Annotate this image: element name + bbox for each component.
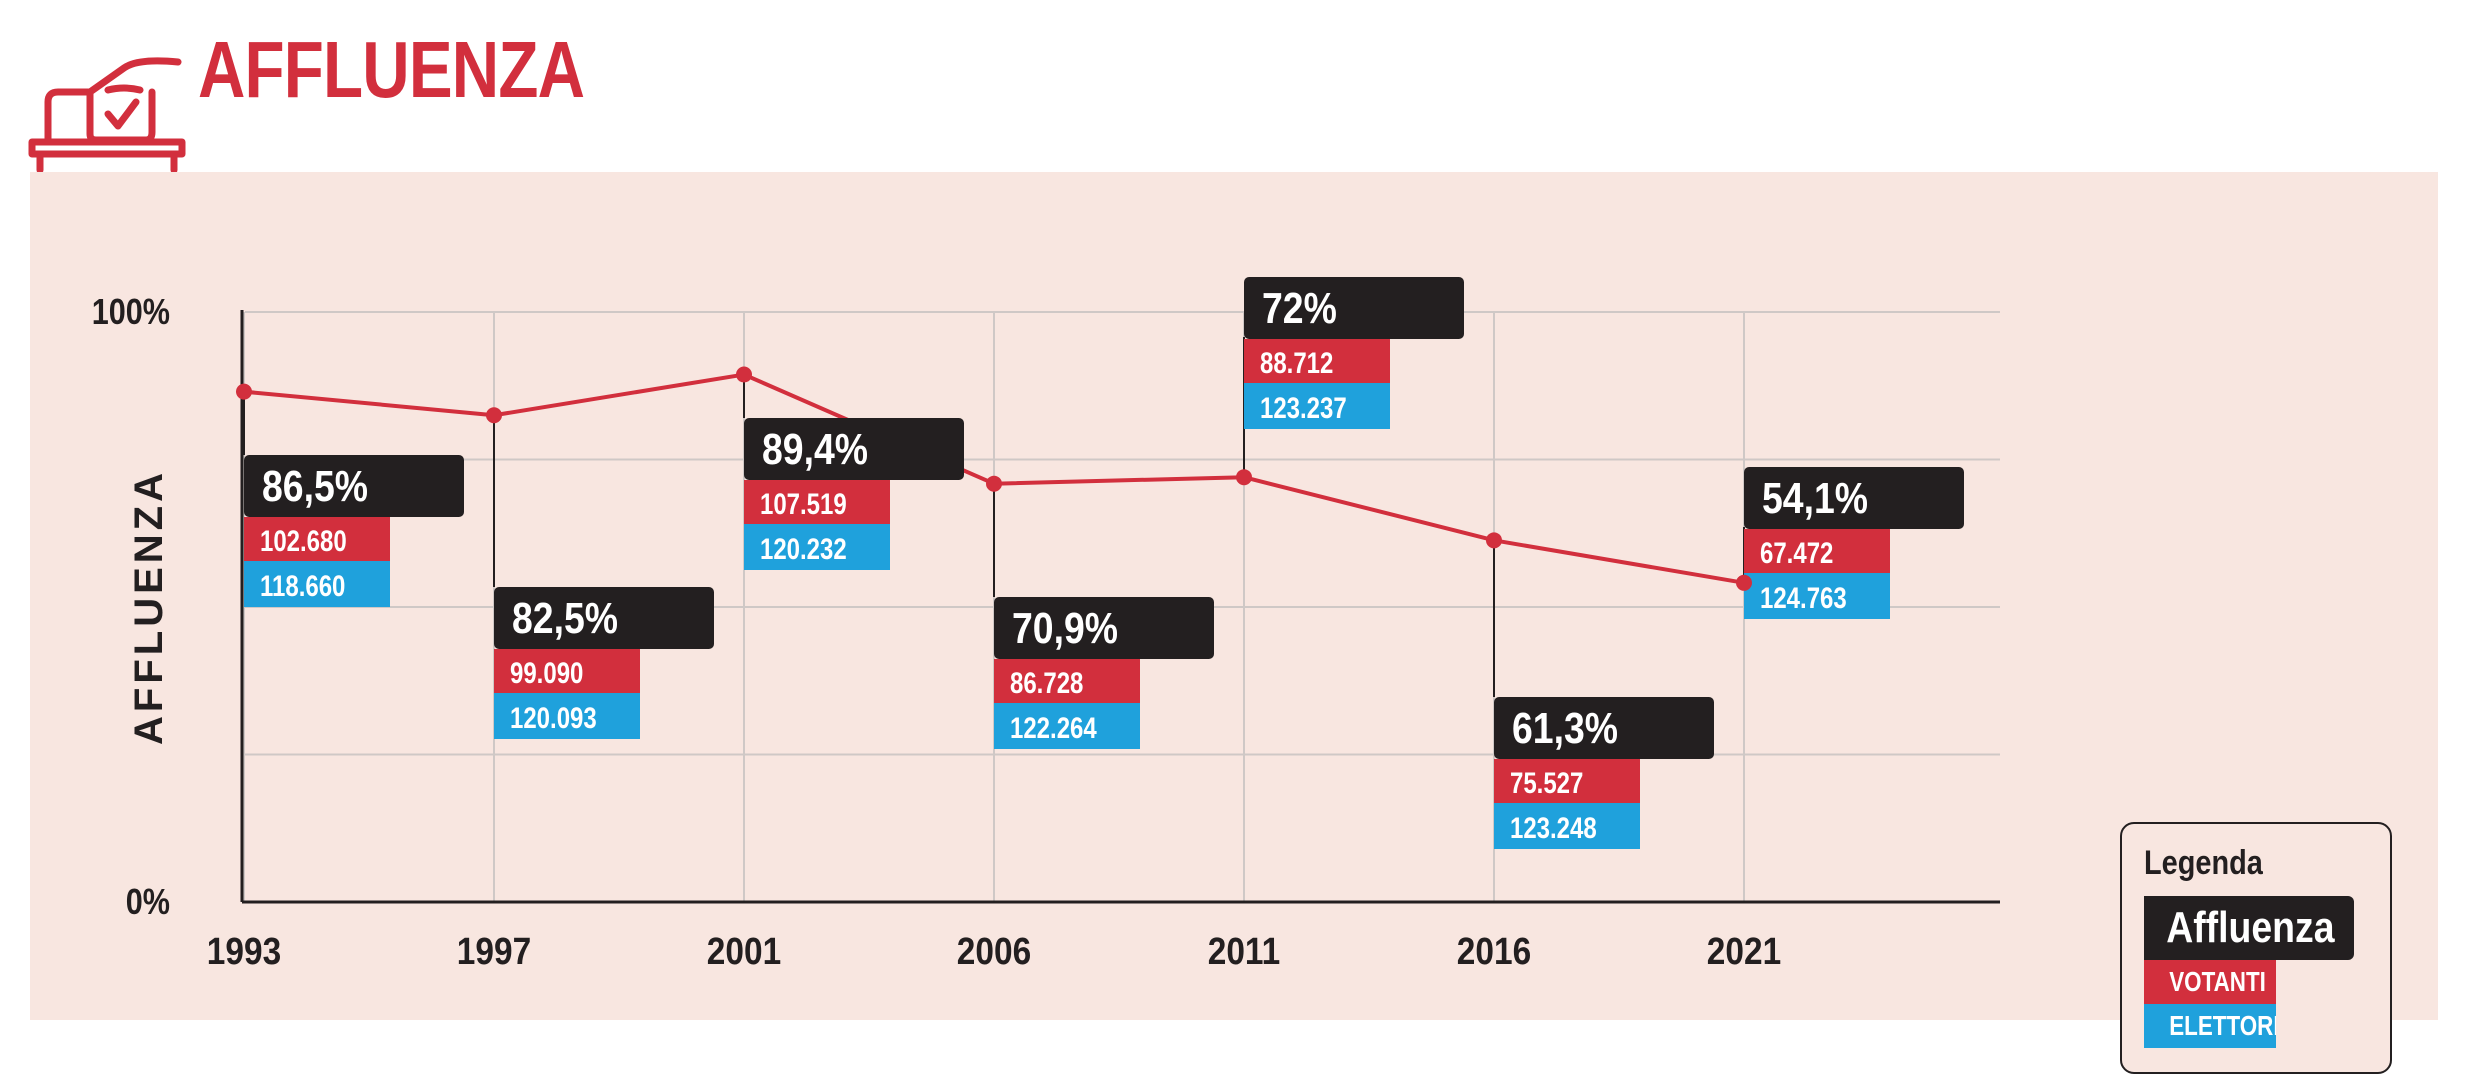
data-label-affluenza: 72%: [1262, 283, 1337, 333]
elettori-label-box: [744, 524, 890, 570]
data-label-affluenza: 89,4%: [762, 424, 868, 474]
chart-panel: 100% 0% AFFLUENZA 1993 1997 2001 2006 2011 2016 2…: [30, 172, 2438, 1074]
elettori-label-box: [244, 561, 390, 607]
x-tick-label: 2021: [1707, 930, 1781, 972]
legend-item-affluenza: Affluenza: [2144, 896, 2354, 960]
affluenza-label-box: [994, 597, 1214, 659]
data-label-elettori: 118.660: [260, 568, 345, 602]
line-chart: 100% 0% AFFLUENZA 1993 1997 2001 2006 2011 2016 2…: [92, 277, 2000, 972]
x-tick-label: 2006: [957, 930, 1031, 972]
data-point: [986, 475, 1002, 492]
x-tick-label: 2001: [707, 930, 781, 972]
data-point: [1486, 532, 1502, 549]
affluenza-label-box: [494, 587, 714, 649]
x-tick-label: 2011: [1208, 930, 1281, 972]
data-label-votanti: 107.519: [760, 486, 847, 520]
data-label-affluenza: 70,9%: [1012, 603, 1118, 653]
x-tick-label: 1993: [207, 930, 281, 972]
votanti-label-box: [244, 517, 390, 561]
elettori-label-box: [1744, 573, 1890, 619]
data-label-affluenza: 82,5%: [512, 593, 618, 643]
data-label-votanti: 86.728: [1010, 665, 1083, 699]
legend-item-votanti: VOTANTI: [2144, 960, 2276, 1004]
votanti-label-box: [494, 649, 640, 693]
affluenza-label-box: [1494, 697, 1714, 759]
y-tick-label: 100%: [92, 293, 170, 333]
data-label-elettori: 122.264: [1010, 710, 1097, 744]
affluenza-label-box: [744, 418, 964, 480]
data-point: [1236, 469, 1252, 486]
data-label-elettori: 124.763: [1760, 580, 1847, 614]
data-label-votanti: 75.527: [1510, 765, 1583, 799]
y-axis-title: AFFLUENZA: [127, 469, 171, 745]
data-point: [236, 383, 252, 400]
data-point: [486, 407, 502, 424]
legend-item-elettori: ELETTORI: [2144, 1004, 2276, 1048]
data-label-elettori: 123.248: [1510, 810, 1597, 844]
x-tick-label: 1997: [457, 930, 531, 972]
data-point: [736, 366, 752, 383]
affluenza-label-box: [244, 455, 464, 517]
votanti-label-box: [1244, 339, 1390, 383]
elettori-label-box: [494, 693, 640, 739]
data-point: [1736, 574, 1752, 591]
data-label-votanti: 88.712: [1260, 345, 1333, 379]
elettori-label-box: [994, 703, 1140, 749]
data-label-affluenza: 61,3%: [1512, 703, 1618, 753]
data-label-elettori: 120.093: [510, 700, 597, 734]
legend-title: Legenda: [2144, 844, 2263, 882]
data-label-affluenza: 86,5%: [262, 461, 368, 511]
votanti-label-box: [744, 480, 890, 524]
ballot-box-icon: [28, 57, 186, 174]
data-label-affluenza: 54,1%: [1762, 473, 1868, 523]
x-tick-label: 2016: [1457, 930, 1531, 972]
elettori-label-box: [1494, 803, 1640, 849]
legend: Legenda Affluenza VOTANTI ELETTORI: [2120, 822, 2392, 1074]
page-title: AFFLUENZA: [198, 25, 585, 114]
data-label-votanti: 99.090: [510, 655, 583, 689]
affluenza-label-box: [1244, 277, 1464, 339]
data-label-elettori: 123.237: [1260, 390, 1347, 424]
affluenza-label-box: [1744, 467, 1964, 529]
elettori-label-box: [1244, 383, 1390, 429]
votanti-label-box: [994, 659, 1140, 703]
data-label-votanti: 67.472: [1760, 535, 1833, 569]
y-tick-label: 0%: [126, 883, 170, 923]
data-label-elettori: 120.232: [760, 531, 847, 565]
data-label-votanti: 102.680: [260, 523, 347, 557]
votanti-label-box: [1494, 759, 1640, 803]
votanti-label-box: [1744, 529, 1890, 573]
